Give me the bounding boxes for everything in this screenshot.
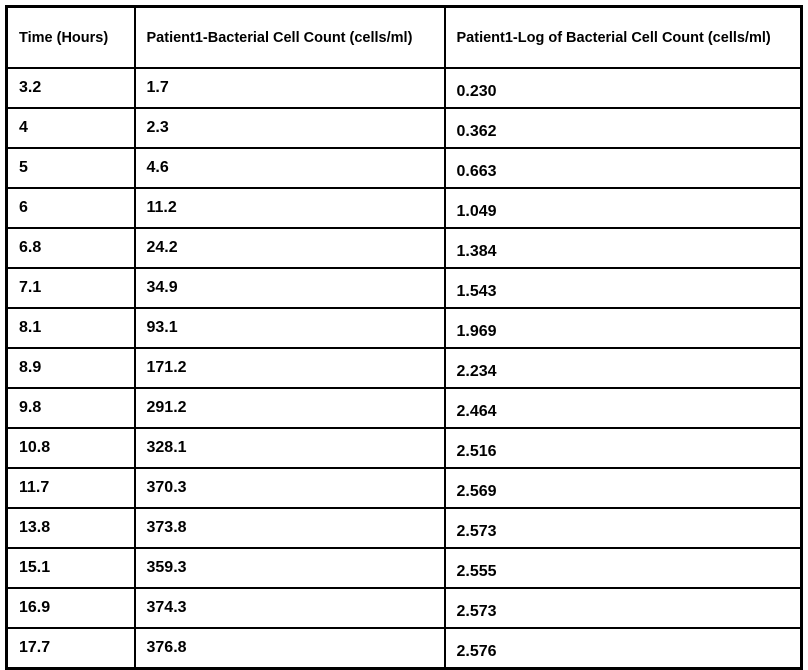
header-time: Time (Hours) bbox=[5, 5, 136, 69]
cell-time: 6 bbox=[5, 187, 136, 229]
header-log-cell-count: Patient1-Log of Bacterial Cell Count (ce… bbox=[443, 5, 803, 69]
cell-log: 2.464 bbox=[443, 387, 803, 429]
cell-count: 291.2 bbox=[133, 387, 446, 429]
cell-count: 1.7 bbox=[133, 67, 446, 109]
cell-count: 373.8 bbox=[133, 507, 446, 549]
header-cell-count: Patient1-Bacterial Cell Count (cells/ml) bbox=[133, 5, 446, 69]
cell-log: 1.543 bbox=[443, 267, 803, 309]
cell-time: 8.1 bbox=[5, 307, 136, 349]
cell-count: 370.3 bbox=[133, 467, 446, 509]
cell-count: 171.2 bbox=[133, 347, 446, 389]
table-body: 3.2 1.7 0.230 4 2.3 0.362 5 4.6 0.663 6 … bbox=[5, 67, 803, 670]
cell-log: 2.573 bbox=[443, 507, 803, 549]
table-row: 3.2 1.7 0.230 bbox=[5, 67, 803, 109]
cell-time: 8.9 bbox=[5, 347, 136, 389]
cell-count: 4.6 bbox=[133, 147, 446, 189]
table-row: 7.1 34.9 1.543 bbox=[5, 267, 803, 309]
header-row: Time (Hours) Patient1-Bacterial Cell Cou… bbox=[5, 5, 803, 69]
cell-time: 3.2 bbox=[5, 67, 136, 109]
cell-time: 16.9 bbox=[5, 587, 136, 629]
cell-time: 11.7 bbox=[5, 467, 136, 509]
table-row: 5 4.6 0.663 bbox=[5, 147, 803, 189]
cell-time: 5 bbox=[5, 147, 136, 189]
cell-count: 34.9 bbox=[133, 267, 446, 309]
cell-count: 24.2 bbox=[133, 227, 446, 269]
cell-log: 2.516 bbox=[443, 427, 803, 469]
cell-log: 2.234 bbox=[443, 347, 803, 389]
cell-log: 2.555 bbox=[443, 547, 803, 589]
table-row: 4 2.3 0.362 bbox=[5, 107, 803, 149]
cell-count: 328.1 bbox=[133, 427, 446, 469]
table-header: Time (Hours) Patient1-Bacterial Cell Cou… bbox=[5, 5, 803, 69]
table-row: 17.7 376.8 2.576 bbox=[5, 627, 803, 670]
cell-count: 11.2 bbox=[133, 187, 446, 229]
cell-time: 15.1 bbox=[5, 547, 136, 589]
cell-count: 376.8 bbox=[133, 627, 446, 670]
cell-time: 10.8 bbox=[5, 427, 136, 469]
table-row: 15.1 359.3 2.555 bbox=[5, 547, 803, 589]
cell-log: 1.969 bbox=[443, 307, 803, 349]
cell-time: 13.8 bbox=[5, 507, 136, 549]
cell-log: 0.663 bbox=[443, 147, 803, 189]
cell-log: 2.569 bbox=[443, 467, 803, 509]
cell-log: 2.573 bbox=[443, 587, 803, 629]
cell-log: 0.230 bbox=[443, 67, 803, 109]
cell-log: 2.576 bbox=[443, 627, 803, 670]
cell-log: 1.384 bbox=[443, 227, 803, 269]
table-row: 6.8 24.2 1.384 bbox=[5, 227, 803, 269]
table-row: 8.9 171.2 2.234 bbox=[5, 347, 803, 389]
cell-count: 374.3 bbox=[133, 587, 446, 629]
cell-count: 359.3 bbox=[133, 547, 446, 589]
cell-time: 4 bbox=[5, 107, 136, 149]
bacterial-growth-table-container: Time (Hours) Patient1-Bacterial Cell Cou… bbox=[5, 5, 803, 670]
cell-time: 7.1 bbox=[5, 267, 136, 309]
cell-log: 1.049 bbox=[443, 187, 803, 229]
table-row: 10.8 328.1 2.516 bbox=[5, 427, 803, 469]
table-row: 9.8 291.2 2.464 bbox=[5, 387, 803, 429]
table-row: 8.1 93.1 1.969 bbox=[5, 307, 803, 349]
bacterial-growth-table: Time (Hours) Patient1-Bacterial Cell Cou… bbox=[5, 5, 803, 670]
cell-count: 93.1 bbox=[133, 307, 446, 349]
cell-time: 9.8 bbox=[5, 387, 136, 429]
table-row: 13.8 373.8 2.573 bbox=[5, 507, 803, 549]
table-row: 16.9 374.3 2.573 bbox=[5, 587, 803, 629]
cell-time: 6.8 bbox=[5, 227, 136, 269]
table-row: 6 11.2 1.049 bbox=[5, 187, 803, 229]
cell-count: 2.3 bbox=[133, 107, 446, 149]
table-row: 11.7 370.3 2.569 bbox=[5, 467, 803, 509]
cell-time: 17.7 bbox=[5, 627, 136, 670]
cell-log: 0.362 bbox=[443, 107, 803, 149]
